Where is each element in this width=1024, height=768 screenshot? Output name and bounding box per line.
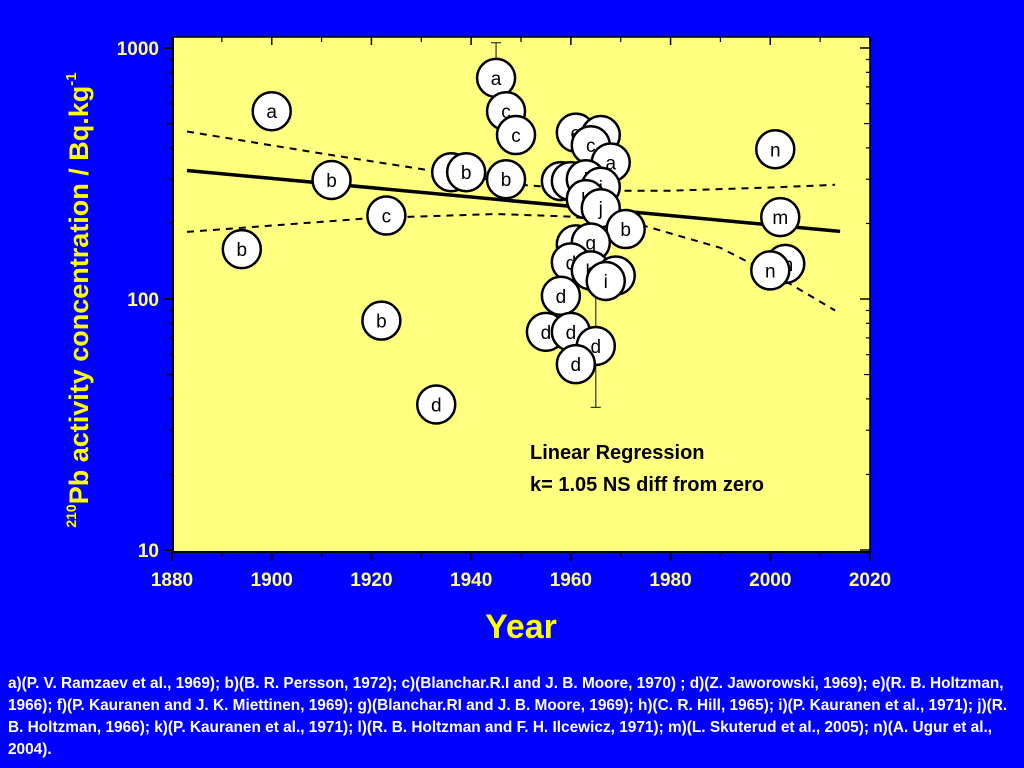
x-axis-label: Year <box>485 608 557 646</box>
data-point: b <box>445 151 487 193</box>
data-point-marker <box>585 260 627 302</box>
data-point-label: b <box>376 312 387 333</box>
regression-line <box>186 168 841 234</box>
data-point-label: c <box>586 136 596 157</box>
data-point-label: i <box>604 272 608 293</box>
data-point-marker <box>415 384 457 425</box>
data-point-label: a <box>266 102 277 123</box>
y-axis-label-exponent: -1 <box>63 72 80 85</box>
references-text: a)(P. V. Ramzaev et al., 1969); b)(B. R.… <box>8 675 1008 758</box>
data-point: b <box>311 159 352 201</box>
data-point-label: g <box>586 233 597 254</box>
data-point-marker <box>221 228 263 270</box>
data-point-marker <box>361 300 402 341</box>
data-point: c <box>366 195 407 236</box>
data-point: d <box>540 275 582 317</box>
data-point-label: b <box>326 171 337 192</box>
data-point: d <box>555 343 597 385</box>
data-point: a <box>475 57 517 99</box>
axes: 1880 1900 1920 1940 1960 1980 2000 2020 10 100 100… <box>117 36 891 591</box>
data-point-label: d <box>571 355 582 376</box>
y-axis-label-main: Pb activity concentration / Bq.kg <box>64 86 94 505</box>
data-point-marker <box>445 151 487 193</box>
data-point-label: d <box>566 253 577 274</box>
data-point: n <box>750 250 791 291</box>
data-point: b <box>361 300 402 341</box>
y-tick-label: 1000 <box>117 39 159 60</box>
x-tick-label: 1980 <box>649 570 691 591</box>
data-point-label: c <box>382 207 392 228</box>
y-tick-label: 10 <box>138 541 159 562</box>
data-point-marker <box>495 114 537 156</box>
data-point-label: a <box>491 69 502 90</box>
data-point-label: a <box>605 153 616 174</box>
data-point-label: b <box>461 163 472 184</box>
scatter-chart: 1880 1900 1920 1940 1960 1980 2000 2020 10 100 100… <box>63 36 891 646</box>
data-point: n <box>755 129 796 170</box>
data-point: c <box>495 114 537 156</box>
data-points: abbcbdbbaccbdfeacalikjbegdhbidddddnmmn <box>221 57 806 425</box>
data-point: b <box>221 228 263 270</box>
data-point-label: m <box>772 208 788 229</box>
data-point-marker <box>750 250 791 291</box>
data-point: i <box>585 260 627 302</box>
data-point-label: c <box>501 102 511 123</box>
data-point-marker <box>555 343 597 385</box>
data-point-label: n <box>770 140 781 161</box>
data-point-label: b <box>620 220 631 241</box>
x-tick-label: 2020 <box>849 570 891 591</box>
x-tick-label: 1920 <box>350 570 392 591</box>
data-point-label: d <box>556 287 567 308</box>
x-tick-label: 1960 <box>550 570 592 591</box>
data-point-marker <box>485 158 527 200</box>
annotation-line-1: Linear Regression <box>530 442 705 464</box>
x-tick-label: 1880 <box>151 570 193 591</box>
x-tick-label: 1940 <box>450 570 492 591</box>
data-point: a <box>251 90 292 132</box>
data-point-label: d <box>541 323 552 344</box>
data-point-label: d <box>590 337 601 358</box>
x-tick-label: 1900 <box>251 570 293 591</box>
data-point-label: d <box>566 323 577 344</box>
upper-confidence-band <box>186 130 836 192</box>
data-point-label: b <box>501 170 512 191</box>
data-point-label: j <box>598 199 603 220</box>
annotation-line-2: k= 1.05 NS diff from zero <box>530 474 764 496</box>
data-point: b <box>485 158 527 200</box>
data-point-marker <box>760 196 801 238</box>
data-point-marker <box>755 129 796 170</box>
data-point-marker <box>251 90 292 132</box>
data-point-marker <box>605 208 646 250</box>
data-point-label: b <box>237 240 248 261</box>
data-point-marker <box>366 195 407 236</box>
x-tick-label: 2000 <box>749 570 791 591</box>
data-point-label: c <box>511 126 521 147</box>
data-point: m <box>760 196 801 238</box>
data-point-label: d <box>431 395 442 416</box>
regression-line-group <box>186 168 841 234</box>
data-point-marker <box>311 159 352 201</box>
y-tick-label: 100 <box>127 290 159 311</box>
data-point-label: n <box>765 261 776 282</box>
data-point: b <box>605 208 646 250</box>
data-point: d <box>415 384 457 425</box>
y-axis-label-superscript: 210 <box>63 504 79 528</box>
y-axis-label: 210Pb activity concentration / Bq.kg-1 <box>63 72 94 527</box>
